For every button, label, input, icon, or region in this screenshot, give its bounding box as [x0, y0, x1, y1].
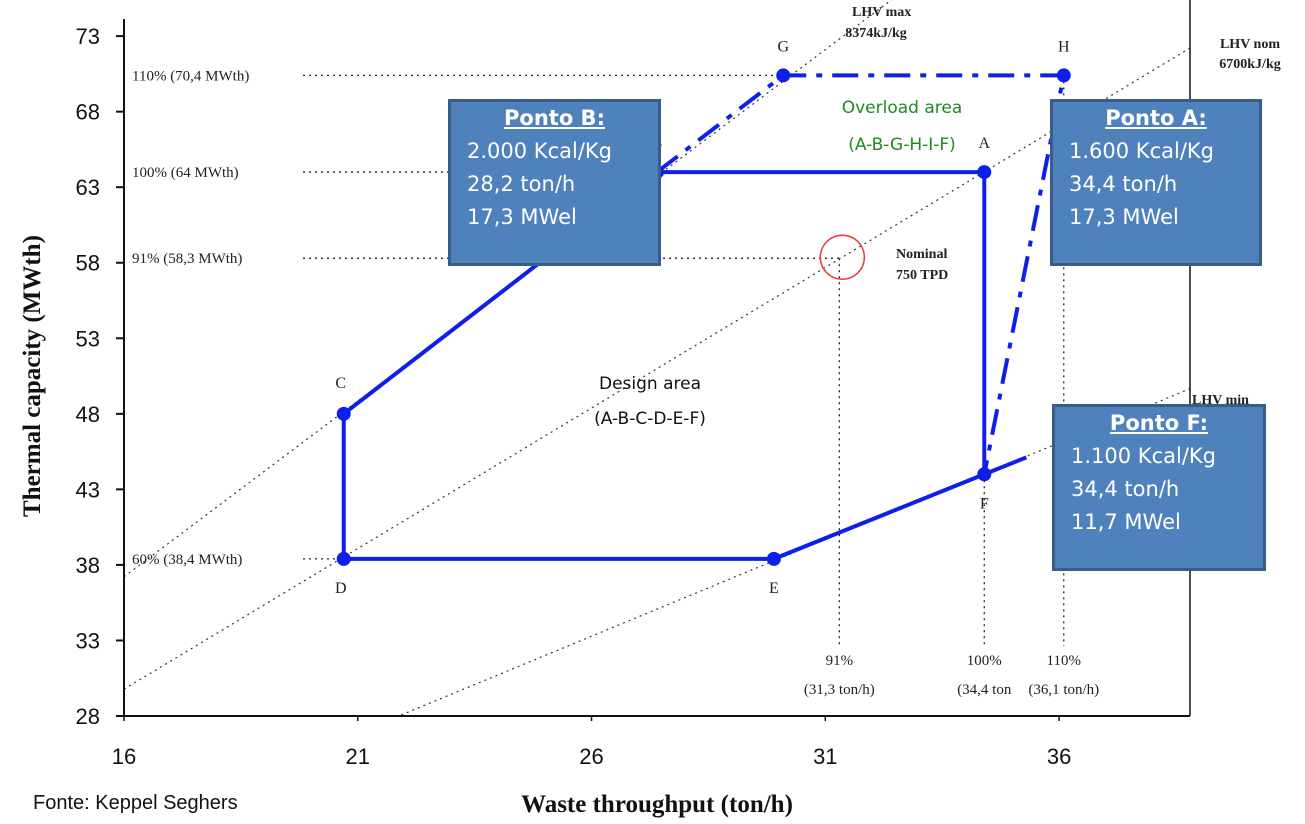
callout-ponto-b: Ponto B: 2.000 Kcal/Kg 28,2 ton/h 17,3 M… [448, 99, 661, 266]
point-label-C: C [335, 375, 346, 392]
callout-ponto-b-throughput: 28,2 ton/h [467, 172, 576, 196]
capacity-level-label: 60% (38,4 MWth) [132, 552, 242, 568]
series [336, 68, 1071, 566]
point-label-G: G [777, 38, 789, 55]
throughput-level-label: (36,1 ton/h) [1028, 682, 1099, 698]
y-tick-label: 58 [76, 251, 100, 276]
callout-ponto-a: Ponto A: 1.600 Kcal/Kg 34,4 ton/h 17,3 M… [1050, 99, 1262, 266]
x-tick-label: 21 [346, 744, 370, 769]
design-area-title: Design area [599, 374, 701, 394]
x-axis-title: Waste throughput (ton/h) [521, 791, 793, 818]
y-tick-label: 73 [76, 24, 100, 49]
y-tick-label: 43 [76, 477, 100, 502]
point-G [776, 68, 791, 83]
callout-ponto-f: Ponto F: 1.100 Kcal/Kg 34,4 ton/h 11,7 M… [1052, 404, 1266, 571]
callout-ponto-f-power: 11,7 MWel [1071, 510, 1181, 534]
point-label-D: D [335, 580, 347, 597]
overload-area-points: (A-B-G-H-I-F) [848, 135, 956, 155]
y-tick-label: 28 [76, 704, 100, 729]
y-tick-label: 48 [76, 402, 100, 427]
throughput-level-label: (31,3 ton/h) [804, 682, 875, 698]
point-label-H: H [1058, 38, 1070, 55]
y-tick-label: 68 [76, 100, 100, 125]
y-tick-label: 38 [76, 553, 100, 578]
lhv-label-nom-value: 6700kJ/kg [1219, 57, 1280, 72]
callout-ponto-a-lhv: 1.600 Kcal/Kg [1069, 139, 1214, 163]
source-credit: Fonte: Keppel Seghers [33, 792, 238, 814]
y-tick-label: 33 [76, 628, 100, 653]
nominal-tpd-label: 750 TPD [896, 268, 948, 283]
y-axis-title: Thermal capacity (MWth) [19, 235, 46, 517]
callout-ponto-b-title: Ponto B: [504, 106, 605, 130]
callout-ponto-a-throughput: 34,4 ton/h [1069, 172, 1178, 196]
lhv-line-max [124, 0, 893, 578]
point-A [977, 165, 992, 180]
design-area-path [341, 170, 987, 561]
nominal-label: Nominal [896, 247, 947, 262]
capacity-level-label: 110% (70,4 MWth) [132, 68, 249, 84]
throughput-level-label: (34,4 ton [957, 682, 1012, 698]
point-label-F: F [980, 495, 989, 512]
axes: 28 33 38 43 48 53 58 63 68 73 16 21 26 31 36 Waste thro… [19, 0, 1191, 818]
y-tick-label: 53 [76, 326, 100, 351]
capacity-level-label: 100% (64 MWth) [132, 165, 239, 181]
point-label-E: E [769, 580, 779, 597]
callout-ponto-f-throughput: 34,4 ton/h [1071, 477, 1180, 501]
callout-ponto-a-title: Ponto A: [1105, 106, 1207, 130]
nominal-circle [819, 234, 866, 280]
lhv-line-min [397, 388, 1190, 716]
y-tick-label: 63 [76, 175, 100, 200]
x-tick-label: 26 [579, 744, 603, 769]
throughput-level-pct: 110% [1047, 653, 1081, 669]
callout-ponto-b-power: 17,3 MWel [467, 205, 577, 229]
lhv-label-max-value: 8374kJ/kg [845, 26, 906, 41]
callout-ponto-a-power: 17,3 MWel [1069, 205, 1179, 229]
x-tick-label: 31 [813, 744, 837, 769]
lhv-min-extension [983, 455, 1028, 477]
throughput-level-pct: 91% [826, 653, 854, 669]
point-E [766, 551, 781, 566]
point-C [336, 406, 351, 421]
callout-ponto-b-lhv: 2.000 Kcal/Kg [467, 139, 612, 163]
lhv-label-max-title: LHV max [852, 5, 911, 20]
capacity-level-label: 91% (58,3 MWth) [132, 251, 242, 267]
lhv-label-nom-title: LHV nom [1220, 37, 1280, 52]
overload-area-path [655, 73, 1067, 475]
x-tick-label: 16 [112, 744, 136, 769]
guide-lines: 110% (70,4 MWth) 100% (64 MWth) 91% (58,3 … [132, 68, 1099, 698]
point-D [336, 551, 351, 566]
callout-ponto-f-title: Ponto F: [1109, 411, 1209, 435]
design-area-points: (A-B-C-D-E-F) [594, 409, 706, 429]
throughput-level-pct: 100% [967, 653, 1002, 669]
x-tick-label: 36 [1047, 744, 1071, 769]
point-F [977, 467, 992, 482]
point-H [1056, 68, 1071, 83]
point-label-A: A [978, 135, 990, 152]
callout-ponto-f-lhv: 1.100 Kcal/Kg [1071, 444, 1216, 468]
overload-area-title: Overload area [842, 98, 963, 118]
